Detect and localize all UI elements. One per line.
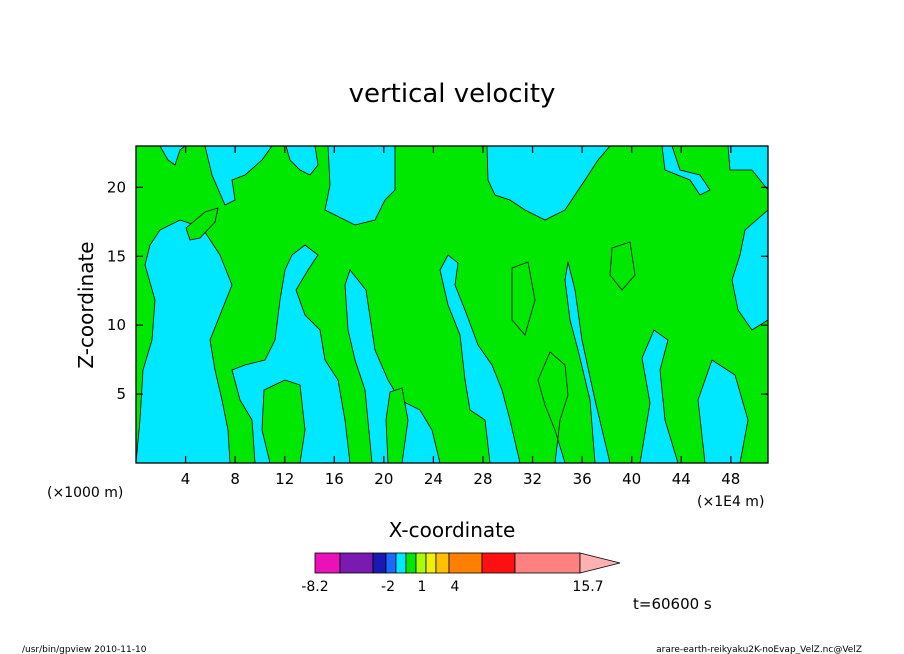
x-tick-label: 8 [230, 470, 240, 488]
colorbar-label: 1 [418, 579, 427, 595]
y-tick-label: 20 [107, 178, 126, 196]
colorbar-cell [339, 552, 374, 574]
colorbar-cell [372, 552, 387, 574]
x-unit-left: (×1000 m) [47, 485, 123, 501]
time-label: t=60600 s [633, 595, 712, 613]
colorbar-cell [415, 552, 427, 574]
colorbar [314, 552, 621, 574]
x-tick-label: 44 [672, 470, 691, 488]
positive-region-patch [609, 241, 636, 291]
contour-field [135, 145, 769, 464]
colorbar-label: 15.7 [572, 579, 603, 595]
x-tick-label: 24 [424, 470, 443, 488]
x-tick-label: 28 [473, 470, 492, 488]
colorbar-cell [448, 552, 483, 574]
x-tick-label: 40 [622, 470, 641, 488]
colorbar-cell [514, 552, 581, 574]
colorbar-cell [314, 552, 341, 574]
chart-title: vertical velocity [349, 79, 556, 109]
colorbar-arrow [579, 552, 621, 574]
y-tick-label: 5 [116, 385, 126, 403]
footer-left: /usr/bin/gpview 2010-11-10 [22, 645, 147, 654]
colorbar-cell [405, 552, 417, 574]
x-unit-right: (×1E4 m) [697, 494, 764, 510]
plot-frame [135, 145, 769, 464]
colorbar-label: 4 [451, 579, 460, 595]
y-tick-label: 15 [107, 247, 126, 265]
colorbar-cell [425, 552, 437, 574]
colorbar-label: -8.2 [301, 579, 328, 595]
footer-right: arare-earth-reikyaku2K-noEvap_VelZ.nc@Ve… [656, 645, 862, 654]
positive-region-patch [261, 379, 306, 464]
x-tick-label: 32 [523, 470, 542, 488]
x-tick-label: 36 [573, 470, 592, 488]
colorbar-cell [385, 552, 397, 574]
positive-region [135, 145, 769, 464]
colorbar-label: -2 [381, 579, 395, 595]
x-tick-label: 48 [721, 470, 740, 488]
x-axis-label: X-coordinate [389, 518, 516, 542]
x-axis-ticks: 4 8 12 16 20 24 28 32 36 40 44 48 [181, 146, 740, 488]
x-tick-label: 12 [275, 470, 294, 488]
positive-region-patch [511, 261, 536, 336]
y-axis-label: Z-coordinate [74, 241, 98, 368]
x-tick-label: 4 [181, 470, 191, 488]
y-tick-label: 10 [107, 316, 126, 334]
colorbar-labels: -8.2 -2 1 4 15.7 [301, 579, 603, 595]
x-tick-label: 16 [325, 470, 344, 488]
y-axis-ticks: 5 10 15 20 [107, 178, 768, 403]
colorbar-cell [435, 552, 450, 574]
colorbar-cell [481, 552, 516, 574]
positive-region-patch [185, 207, 219, 241]
colorbar-cell [395, 552, 407, 574]
x-tick-label: 20 [374, 470, 393, 488]
